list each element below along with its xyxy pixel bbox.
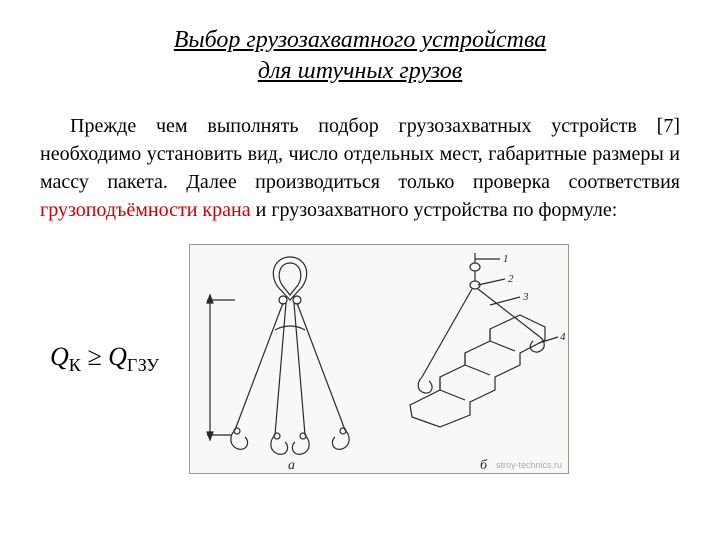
paragraph-before: Прежде чем выполнять подбор грузозахватн… xyxy=(40,115,680,193)
paragraph-after: и грузозахватного устройства по формуле: xyxy=(251,199,618,221)
formula-Q1: Q xyxy=(50,342,69,371)
title-line2: для штучных грузов xyxy=(258,58,462,84)
label-1: 1 xyxy=(503,253,509,265)
label-4: 4 xyxy=(560,331,566,343)
inequality-formula: QК ≥ QГЗУ xyxy=(40,342,189,376)
formula-Q2: Q xyxy=(108,342,127,371)
watermark-text: stroy-technics.ru xyxy=(496,460,562,470)
label-b: б xyxy=(480,458,488,473)
formula-gte: ≥ xyxy=(81,342,108,371)
highlighted-phrase: грузоподъёмности крана xyxy=(40,199,251,221)
formula-sub-k: К xyxy=(69,355,81,375)
formula-sub-gzu: ГЗУ xyxy=(127,355,159,375)
title-line1: Выбор грузозахватного устройства xyxy=(174,27,547,53)
main-paragraph: Прежде чем выполнять подбор грузозахватн… xyxy=(40,112,680,224)
page-title: Выбор грузозахватного устройства для шту… xyxy=(40,25,680,87)
diagram-svg: a xyxy=(190,245,569,474)
label-2: 2 xyxy=(508,273,514,285)
sling-diagram: a xyxy=(189,244,569,474)
formula-and-diagram-row: QК ≥ QГЗУ xyxy=(40,244,680,474)
label-a: a xyxy=(288,458,295,473)
label-3: 3 xyxy=(522,291,529,303)
